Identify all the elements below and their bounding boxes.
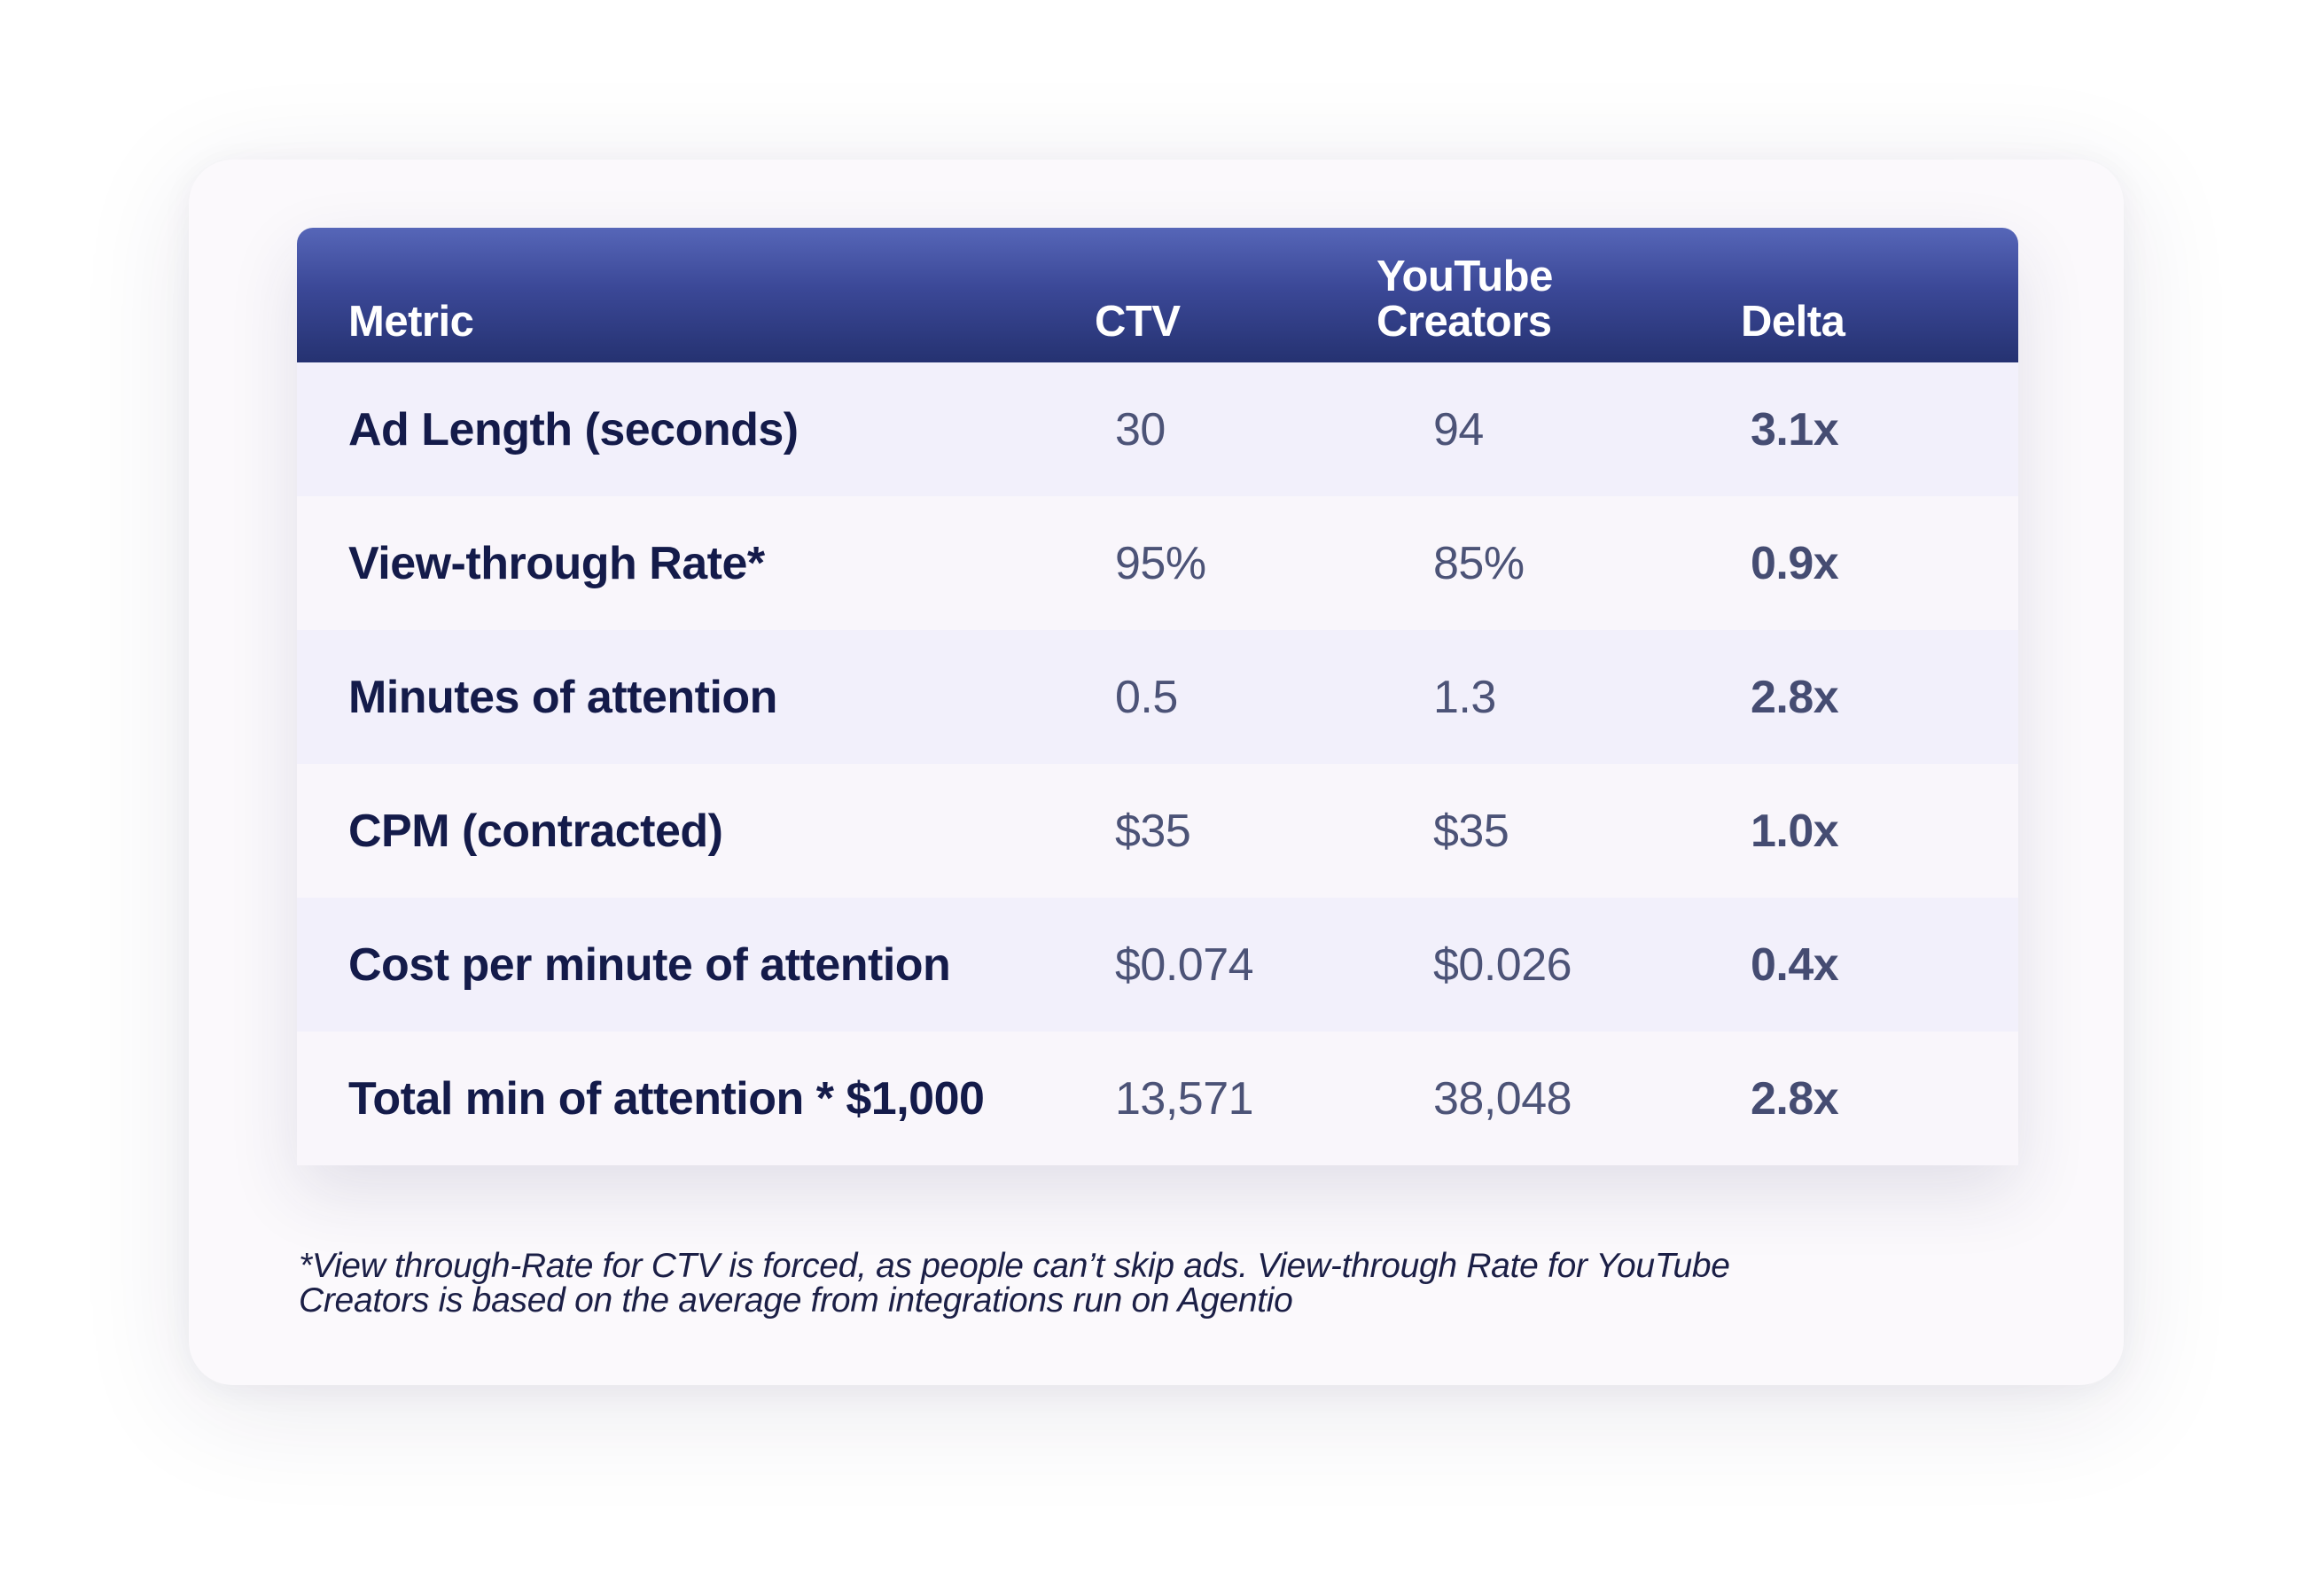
youtube-cell: $0.026 <box>1433 938 1572 991</box>
table-row: View-through Rate* 95% 85% 0.9x <box>297 496 2018 630</box>
header-youtube-creators: YouTube Creators <box>1377 254 1642 345</box>
ctv-cell: 13,571 <box>1115 1072 1254 1125</box>
youtube-cell: $35 <box>1433 805 1509 857</box>
delta-cell: 0.4x <box>1751 938 1839 991</box>
ctv-cell: 95% <box>1115 537 1206 589</box>
header-delta: Delta <box>1741 298 1845 346</box>
delta-cell: 1.0x <box>1751 805 1839 857</box>
youtube-cell: 1.3 <box>1433 671 1496 723</box>
metric-cell: Total min of attention * $1,000 <box>348 1072 985 1125</box>
metric-cell: CPM (contracted) <box>348 805 723 857</box>
youtube-cell: 94 <box>1433 403 1484 455</box>
metric-cell: View-through Rate* <box>348 537 765 589</box>
table-header: Metric CTV YouTube Creators Delta <box>297 228 2018 362</box>
table-row: Cost per minute of attention $0.074 $0.0… <box>297 898 2018 1032</box>
metric-cell: Cost per minute of attention <box>348 938 951 991</box>
table-row: CPM (contracted) $35 $35 1.0x <box>297 764 2018 898</box>
table-row: Minutes of attention 0.5 1.3 2.8x <box>297 630 2018 764</box>
header-youtube-line2: Creators <box>1377 298 1552 346</box>
footnote: *View through-Rate for CTV is forced, as… <box>299 1249 1894 1318</box>
youtube-cell: 38,048 <box>1433 1072 1572 1125</box>
ctv-cell: $35 <box>1115 805 1191 857</box>
header-metric: Metric <box>348 298 474 346</box>
footnote-line1: *View through-Rate for CTV is forced, as… <box>299 1247 1730 1285</box>
delta-cell: 0.9x <box>1751 537 1839 589</box>
ctv-cell: 30 <box>1115 403 1166 455</box>
youtube-cell: 85% <box>1433 537 1525 589</box>
footnote-line2: Creators is based on the average from in… <box>299 1281 1293 1320</box>
table-row: Total min of attention * $1,000 13,571 3… <box>297 1032 2018 1165</box>
ctv-cell: $0.074 <box>1115 938 1254 991</box>
ctv-cell: 0.5 <box>1115 671 1178 723</box>
header-youtube-line1: YouTube <box>1377 253 1553 300</box>
delta-cell: 2.8x <box>1751 671 1839 723</box>
delta-cell: 3.1x <box>1751 403 1839 455</box>
header-ctv: CTV <box>1095 298 1181 346</box>
table-row: Ad Length (seconds) 30 94 3.1x <box>297 362 2018 496</box>
delta-cell: 2.8x <box>1751 1072 1839 1125</box>
comparison-table: Metric CTV YouTube Creators Delta Ad Len… <box>297 228 2018 1165</box>
metric-cell: Minutes of attention <box>348 671 777 723</box>
metric-cell: Ad Length (seconds) <box>348 403 799 455</box>
